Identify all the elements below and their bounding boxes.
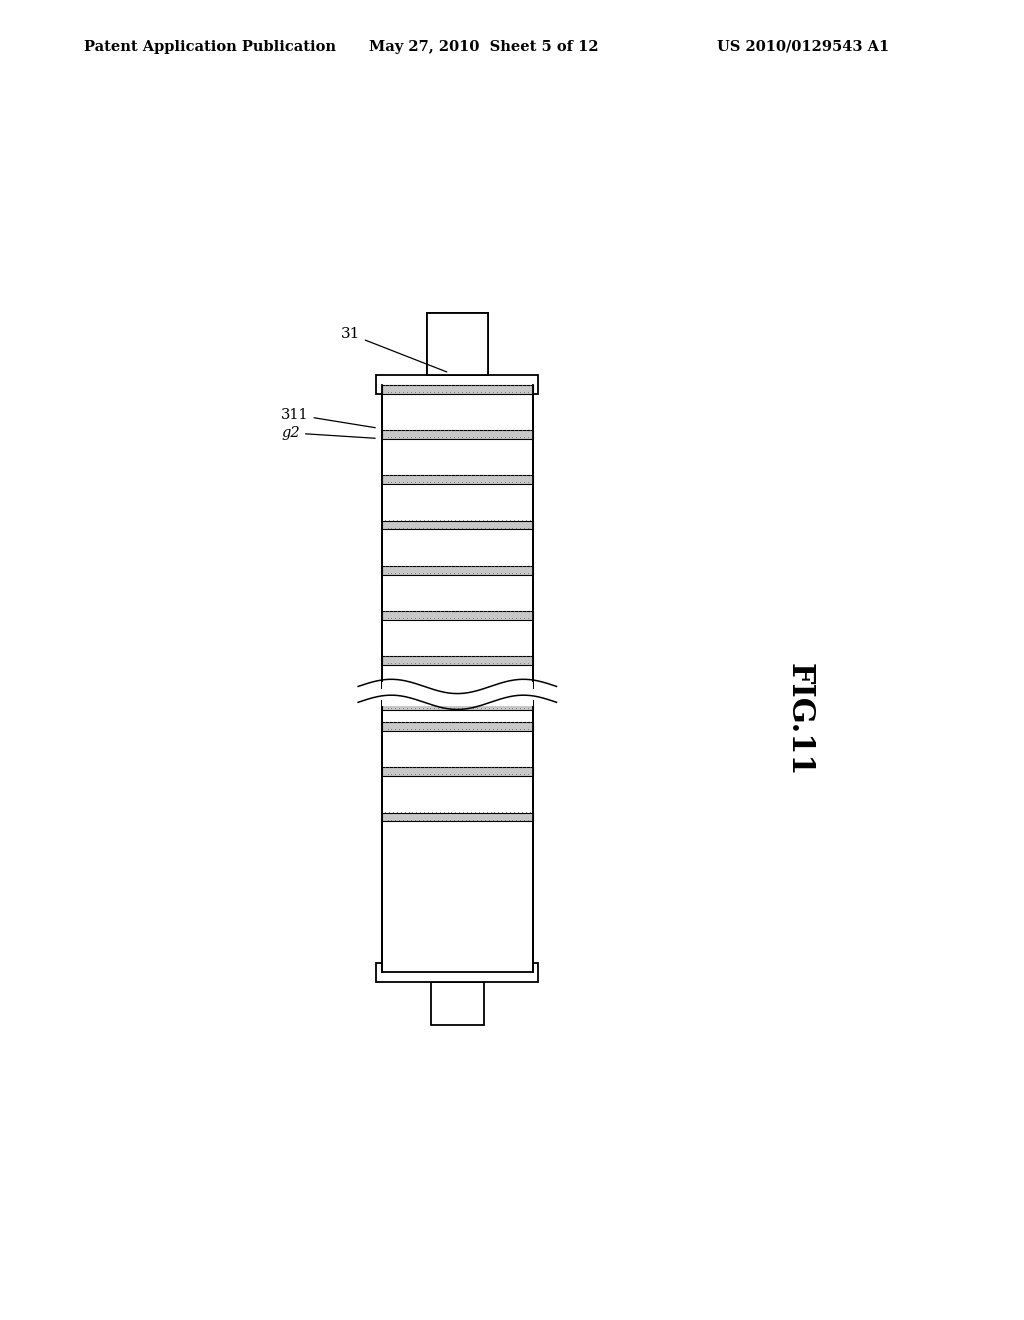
Bar [382, 566, 532, 574]
Bar [382, 475, 532, 484]
Bar [382, 813, 532, 821]
Text: May 27, 2010  Sheet 5 of 12: May 27, 2010 Sheet 5 of 12 [369, 40, 598, 54]
Bar [427, 313, 487, 375]
Bar [377, 375, 539, 395]
Bar [431, 982, 483, 1026]
Bar [377, 962, 539, 982]
Text: 311: 311 [281, 408, 375, 428]
Bar [427, 313, 487, 375]
Bar [382, 611, 532, 620]
Bar [382, 656, 532, 665]
Bar [382, 430, 532, 438]
Bar [382, 701, 532, 710]
Bar [382, 682, 532, 706]
Bar [382, 520, 532, 529]
Bar [382, 385, 532, 393]
Text: g2: g2 [282, 426, 375, 440]
Bar [350, 689, 564, 700]
Text: US 2010/0129543 A1: US 2010/0129543 A1 [717, 40, 889, 54]
Text: Patent Application Publication: Patent Application Publication [84, 40, 336, 54]
Text: FIG.11: FIG.11 [783, 663, 814, 776]
Text: 31: 31 [341, 327, 446, 372]
Bar [382, 722, 532, 731]
Bar [382, 385, 532, 972]
Bar [382, 767, 532, 776]
